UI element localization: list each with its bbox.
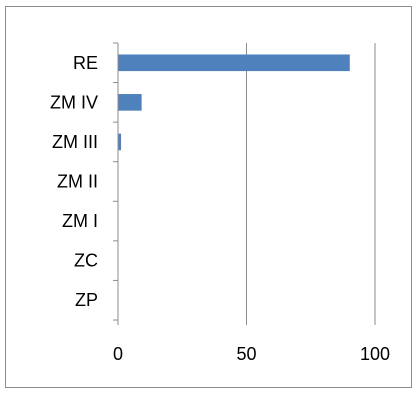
axes <box>113 42 376 325</box>
x-tick-label: 0 <box>113 344 123 364</box>
category-label: ZM III <box>52 132 98 152</box>
category-labels: RE ZM IV ZM III ZM II ZM I ZC ZP <box>50 53 98 310</box>
x-tick-labels: 0 50 100 <box>113 344 390 364</box>
category-label: ZM II <box>57 172 98 192</box>
category-label: ZM I <box>62 211 98 231</box>
x-tick-label: 50 <box>236 344 256 364</box>
bars <box>118 54 350 151</box>
x-tick-label: 100 <box>360 344 390 364</box>
grid-lines <box>246 43 376 320</box>
bar-re <box>118 54 350 72</box>
bar-zm-iii <box>118 133 122 151</box>
bar-zm-iv <box>118 94 142 111</box>
category-label: ZP <box>75 290 98 310</box>
category-label: ZC <box>74 251 98 271</box>
category-label: ZM IV <box>50 92 98 112</box>
category-label: RE <box>73 53 98 73</box>
